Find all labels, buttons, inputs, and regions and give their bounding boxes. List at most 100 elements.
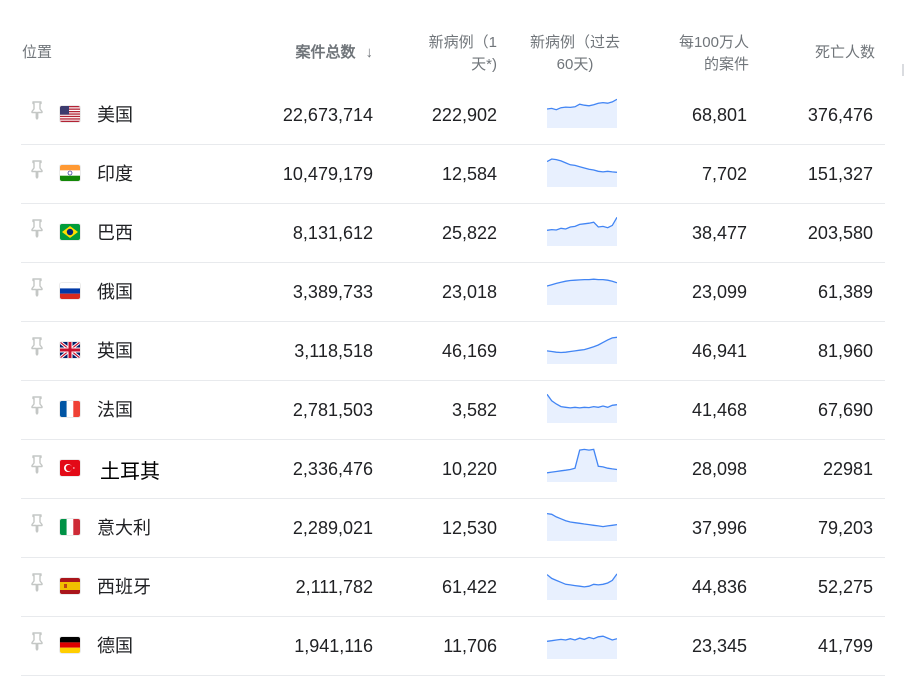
deaths-cell: 41,799	[817, 636, 873, 656]
uk-flag-icon	[60, 342, 80, 358]
sparkline-line	[547, 336, 617, 354]
cases-per-million-cell: 68,801	[691, 105, 747, 125]
sparkline-line	[547, 393, 617, 409]
table-row[interactable]: 土耳其 2,336,476 10,220 28,098 22981	[21, 440, 885, 499]
cases-per-million-cell: 38,477	[691, 223, 747, 243]
trend-sparkline	[547, 635, 617, 659]
deaths-cell: 22981	[822, 459, 873, 479]
total-cases-cell: 1,941,116	[294, 636, 373, 656]
cases-per-million-cell: 46,941	[691, 341, 747, 361]
new-cases-cell: 10,220	[441, 459, 497, 479]
trend-sparkline	[547, 393, 617, 423]
sparkline-area	[547, 394, 617, 423]
pin-icon[interactable]	[29, 513, 45, 533]
country-name[interactable]: 德国	[97, 636, 133, 656]
cases-per-million-cell: 41,468	[691, 400, 747, 420]
cases-per-million-cell: 23,099	[691, 282, 747, 302]
table-row[interactable]: 意大利 2,289,021 12,530 37,996 79,203	[21, 499, 885, 558]
new-cases-cell: 61,422	[441, 577, 497, 597]
new-cases-cell: 12,584	[441, 164, 497, 184]
country-name[interactable]: 意大利	[97, 518, 151, 538]
column-header-new-cases[interactable]: 新病例（1 天*)	[403, 32, 497, 76]
sparkline-line	[547, 278, 617, 287]
covid-cases-table: 位置 案件总数 ↓ 新病例（1 天*) 新病例（过去 60天) 每100万人 的案…	[21, 0, 885, 676]
us-flag-icon	[60, 106, 80, 122]
table-row[interactable]: 法国 2,781,503 3,582 41,468 67,690	[21, 381, 885, 440]
new-cases-cell: 3,582	[451, 400, 497, 420]
india-flag-icon	[60, 165, 80, 181]
country-name[interactable]: 西班牙	[97, 577, 151, 597]
deaths-cell: 203,580	[807, 223, 873, 243]
column-header-new-cases-line1: 新病例（1	[428, 34, 497, 51]
column-header-cases-per-million[interactable]: 每100万人 的案件	[651, 32, 749, 76]
trend-sparkline	[547, 98, 617, 128]
table-row[interactable]: 俄国 3,389,733 23,018 23,099 61,389	[21, 263, 885, 322]
deaths-cell: 61,389	[817, 282, 873, 302]
total-cases-cell: 10,479,179	[282, 164, 373, 184]
turkey-flag-icon	[60, 460, 80, 476]
total-cases-cell: 3,389,733	[292, 282, 373, 302]
scroll-edge-indicator	[902, 64, 908, 76]
table-row[interactable]: 英国 3,118,518 46,169 46,941 81,960	[21, 322, 885, 381]
table-header: 位置 案件总数 ↓ 新病例（1 天*) 新病例（过去 60天) 每100万人 的案…	[21, 0, 885, 86]
column-header-total-cases[interactable]: 案件总数 ↓	[273, 42, 373, 64]
italy-flag-icon	[60, 519, 80, 535]
pin-icon[interactable]	[29, 572, 45, 592]
deaths-cell: 81,960	[817, 341, 873, 361]
country-name[interactable]: 英国	[97, 341, 133, 361]
column-header-location[interactable]: 位置	[22, 44, 53, 61]
column-header-new-60-line2: 60天)	[556, 56, 594, 73]
table-row[interactable]: 印度 10,479,179 12,584 7,702 151,327	[21, 145, 885, 204]
pin-icon[interactable]	[29, 218, 45, 238]
sparkline-line	[547, 573, 617, 588]
country-name[interactable]: 美国	[97, 105, 133, 125]
trend-sparkline	[547, 158, 617, 187]
pin-icon[interactable]	[29, 159, 45, 179]
russia-flag-icon	[60, 283, 80, 299]
total-cases-cell: 2,111,782	[295, 577, 373, 597]
sparkline-area	[547, 279, 617, 305]
table-row[interactable]: 德国 1,941,116 11,706 23,345 41,799	[21, 617, 885, 676]
country-name[interactable]: 土耳其	[100, 461, 160, 483]
sparkline-line	[547, 635, 617, 642]
country-name[interactable]: 印度	[97, 164, 133, 184]
country-name[interactable]: 法国	[97, 400, 133, 420]
pin-icon[interactable]	[29, 336, 45, 356]
total-cases-cell: 22,673,714	[282, 105, 373, 125]
deaths-cell: 79,203	[817, 518, 873, 538]
total-cases-cell: 2,336,476	[292, 459, 373, 479]
new-cases-cell: 25,822	[441, 223, 497, 243]
deaths-cell: 376,476	[807, 105, 873, 125]
table-row[interactable]: 巴西 8,131,612 25,822 38,477 203,580	[21, 204, 885, 263]
sparkline-area	[547, 449, 617, 482]
spain-flag-icon	[60, 578, 80, 594]
table-row[interactable]: 西班牙 2,111,782 61,422 44,836 52,275	[21, 558, 885, 617]
pin-icon[interactable]	[29, 277, 45, 297]
trend-sparkline	[547, 512, 617, 541]
sparkline-area	[547, 99, 617, 128]
cases-per-million-cell: 44,836	[691, 577, 747, 597]
column-header-deaths[interactable]: 死亡人数	[814, 44, 875, 61]
column-header-per-million-line1: 每100万人	[678, 34, 749, 51]
deaths-cell: 67,690	[817, 400, 873, 420]
table-row[interactable]: 美国 22,673,714 222,902 68,801 376,476	[21, 86, 885, 145]
country-name[interactable]: 巴西	[97, 223, 133, 243]
deaths-cell: 151,327	[807, 164, 873, 184]
sparkline-area	[547, 217, 617, 246]
pin-icon[interactable]	[29, 631, 45, 651]
sparkline-area	[547, 337, 617, 364]
pin-icon[interactable]	[29, 395, 45, 415]
trend-sparkline	[547, 448, 617, 482]
total-cases-cell: 3,118,518	[294, 341, 373, 361]
sparkline-line	[547, 158, 617, 173]
column-header-new-60-line1: 新病例（过去	[529, 34, 620, 51]
pin-icon[interactable]	[29, 100, 45, 120]
cases-per-million-cell: 7,702	[701, 164, 747, 184]
trend-sparkline	[547, 278, 617, 305]
sparkline-area	[547, 636, 617, 659]
sparkline-line	[547, 98, 617, 111]
pin-icon[interactable]	[29, 454, 45, 474]
column-header-new-cases-60-days: 新病例（过去 60天)	[521, 32, 629, 76]
column-header-new-cases-line2: 天*)	[471, 56, 497, 73]
country-name[interactable]: 俄国	[97, 282, 133, 302]
